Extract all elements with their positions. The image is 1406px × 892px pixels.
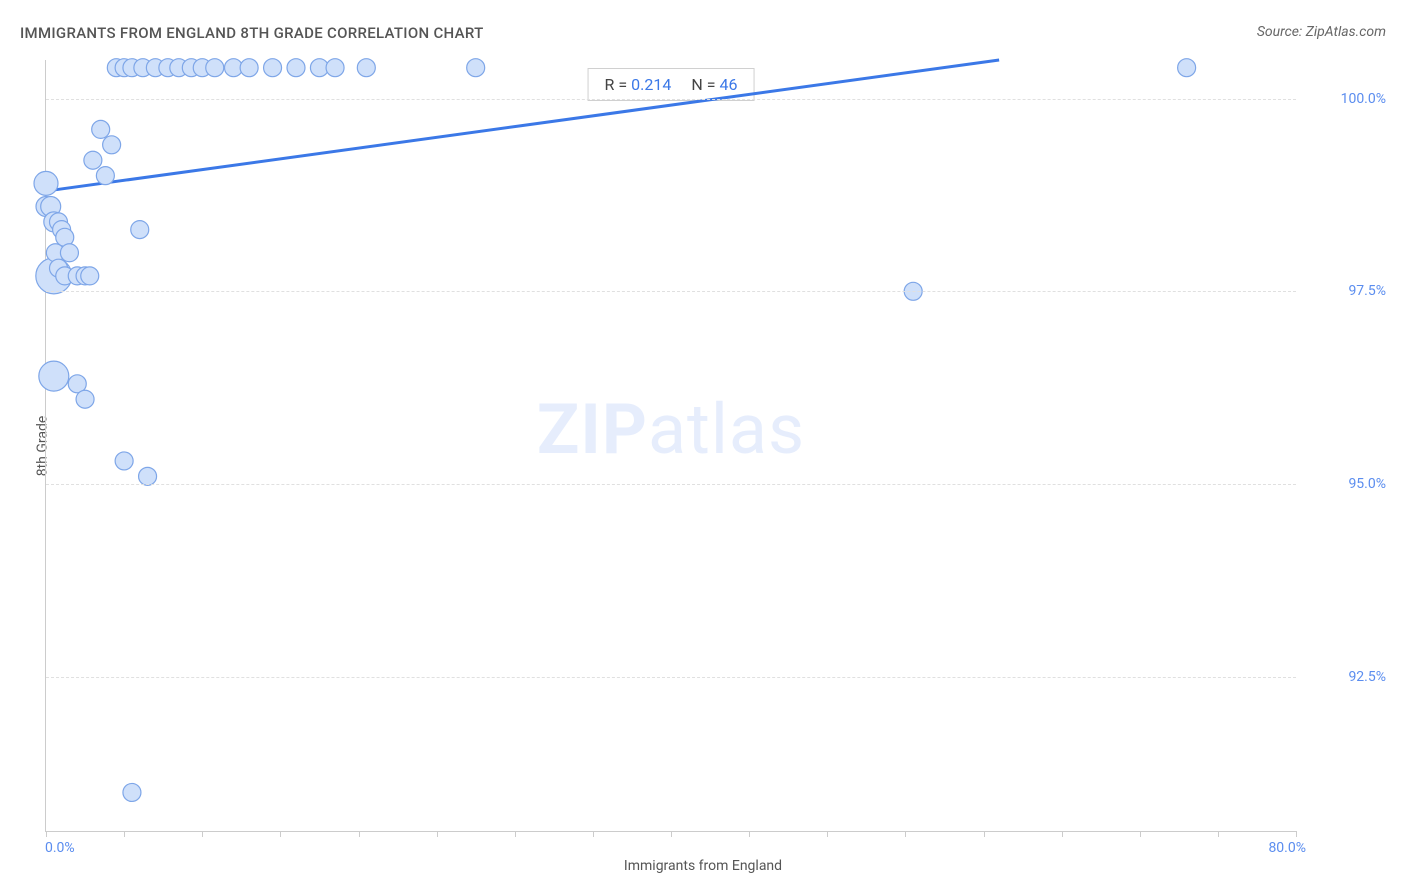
x-tick bbox=[671, 831, 672, 837]
x-tick bbox=[124, 831, 125, 837]
x-tick bbox=[1062, 831, 1063, 837]
x-tick bbox=[280, 831, 281, 837]
data-point bbox=[96, 167, 114, 185]
data-point bbox=[103, 136, 121, 154]
data-point bbox=[92, 120, 110, 138]
x-tick bbox=[515, 831, 516, 837]
data-point bbox=[139, 467, 157, 485]
x-tick bbox=[1140, 831, 1141, 837]
data-point bbox=[357, 59, 375, 77]
y-tick-label: 95.0% bbox=[1348, 476, 1386, 492]
x-tick bbox=[359, 831, 360, 837]
x-tick bbox=[905, 831, 906, 837]
data-point bbox=[81, 267, 99, 285]
source-attribution: Source: ZipAtlas.com bbox=[1257, 24, 1386, 40]
x-tick bbox=[984, 831, 985, 837]
data-point bbox=[123, 783, 141, 801]
y-tick-label: 100.0% bbox=[1341, 91, 1386, 107]
x-tick-max: 80.0% bbox=[1268, 840, 1306, 856]
data-point bbox=[34, 171, 58, 195]
data-point bbox=[84, 151, 102, 169]
data-point bbox=[240, 59, 258, 77]
x-tick bbox=[749, 831, 750, 837]
data-point bbox=[206, 59, 224, 77]
data-point bbox=[1178, 59, 1196, 77]
gridline bbox=[46, 99, 1296, 100]
x-tick bbox=[437, 831, 438, 837]
x-tick bbox=[46, 831, 47, 837]
data-point bbox=[326, 59, 344, 77]
x-tick bbox=[593, 831, 594, 837]
x-tick-min: 0.0% bbox=[45, 840, 75, 856]
data-point bbox=[115, 452, 133, 470]
data-point bbox=[467, 59, 485, 77]
data-point bbox=[287, 59, 305, 77]
gridline bbox=[46, 291, 1296, 292]
plot-svg bbox=[46, 60, 1296, 831]
y-tick-label: 92.5% bbox=[1348, 669, 1386, 685]
data-point bbox=[264, 59, 282, 77]
plot-area: ZIPatlas R = 0.214 N = 46 bbox=[45, 60, 1296, 832]
x-tick bbox=[1218, 831, 1219, 837]
gridline bbox=[46, 484, 1296, 485]
data-point bbox=[131, 221, 149, 239]
x-tick bbox=[202, 831, 203, 837]
y-tick-label: 97.5% bbox=[1348, 283, 1386, 299]
x-axis-label: Immigrants from England bbox=[624, 858, 782, 874]
x-tick bbox=[1296, 831, 1297, 837]
chart-title: IMMIGRANTS FROM ENGLAND 8TH GRADE CORREL… bbox=[20, 24, 484, 42]
gridline bbox=[46, 677, 1296, 678]
x-tick bbox=[827, 831, 828, 837]
regression-line bbox=[46, 60, 999, 191]
data-point bbox=[39, 361, 69, 391]
data-point bbox=[60, 244, 78, 262]
data-point bbox=[76, 390, 94, 408]
